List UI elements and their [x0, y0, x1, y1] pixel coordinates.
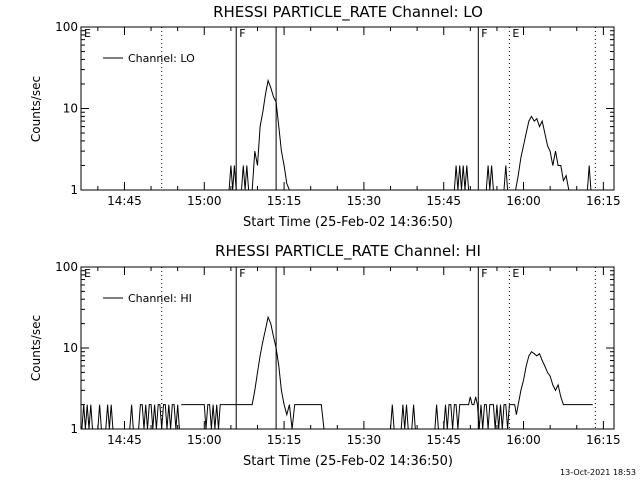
series-lines [228, 78, 592, 191]
x-tick-label: 14:45 [107, 194, 142, 208]
x-tick-label: 15:30 [347, 433, 382, 447]
x-tick-label: 16:15 [586, 194, 621, 208]
x-axis-label: Start Time (25-Feb-02 14:36:50) [243, 215, 453, 230]
y-tick-label: 100 [55, 260, 78, 274]
y-axis-label: Counts/sec [29, 76, 43, 142]
series-line-segment [228, 165, 237, 191]
series-line-segment [515, 115, 570, 191]
chart-panel-hi: RHESSI PARTICLE_RATE Channel: HI Counts/… [29, 242, 621, 469]
marker-label: F [239, 267, 245, 280]
axis-ticks: 14:45 15:00 15:15 15:30 15:45 16:00 16:15 1 10 10… [55, 260, 621, 447]
series-line-segment [485, 165, 494, 191]
marker-label: E [84, 27, 91, 40]
y-tick-label: 10 [63, 102, 78, 116]
marker-label: F [481, 267, 487, 280]
series-line-segment [97, 404, 102, 430]
x-tick-label: 15:00 [187, 194, 222, 208]
marker-label: E [512, 267, 519, 280]
series-line-segment [503, 165, 509, 191]
series-line-segment [181, 315, 325, 430]
chart-title: RHESSI PARTICLE_RATE Channel: LO [213, 3, 483, 22]
x-axis-label: Start Time (25-Feb-02 14:36:50) [243, 454, 453, 469]
series-line-segment [586, 165, 592, 191]
x-tick-label: 14:45 [107, 433, 142, 447]
x-tick-label: 15:30 [347, 194, 382, 208]
series-line-segment [105, 404, 114, 430]
y-tick-label: 10 [63, 341, 78, 355]
series-line-segment [138, 404, 180, 430]
series-line-segment [390, 404, 395, 430]
chart-title: RHESSI PARTICLE_RATE Channel: HI [215, 242, 481, 261]
x-tick-label: 16:00 [506, 194, 541, 208]
series-line-segment [411, 404, 416, 430]
marker-label: E [84, 267, 91, 280]
footer-timestamp: 13-Oct-2021 18:53 [560, 468, 636, 477]
x-tick-label: 15:15 [267, 194, 302, 208]
series-line-segment [81, 404, 93, 430]
x-tick-label: 15:45 [426, 194, 461, 208]
axis-ticks: 14:45 15:00 15:15 15:30 15:45 16:00 16:15 1 10 10… [55, 20, 621, 208]
chart-panel-lo: RHESSI PARTICLE_RATE Channel: LO Counts/… [29, 3, 621, 230]
y-tick-label: 1 [70, 183, 78, 197]
x-tick-label: 16:15 [586, 433, 621, 447]
legend: Channel: HI [103, 292, 192, 305]
series-line-segment [517, 350, 593, 406]
y-axis-label: Counts/sec [29, 315, 43, 381]
x-tick-label: 15:00 [187, 433, 222, 447]
x-tick-label: 15:45 [426, 433, 461, 447]
series-line-segment [453, 165, 470, 191]
y-tick-label: 1 [70, 422, 78, 436]
y-tick-label: 100 [55, 20, 78, 34]
x-tick-label: 16:00 [506, 433, 541, 447]
series-line-segment [400, 404, 409, 430]
series-line-segment [434, 404, 439, 430]
marker-label: F [239, 27, 245, 40]
legend-entry: Channel: HI [128, 292, 192, 305]
series-line-segment [129, 404, 134, 430]
marker-label: E [512, 27, 519, 40]
marker-label: F [481, 27, 487, 40]
legend: Channel: LO [103, 52, 195, 65]
series-line-segment [251, 78, 290, 191]
legend-entry: Channel: LO [128, 52, 195, 65]
series-line-segment [241, 165, 250, 191]
series-line-segment [443, 396, 519, 430]
series-lines [81, 315, 593, 430]
x-tick-label: 15:15 [267, 433, 302, 447]
